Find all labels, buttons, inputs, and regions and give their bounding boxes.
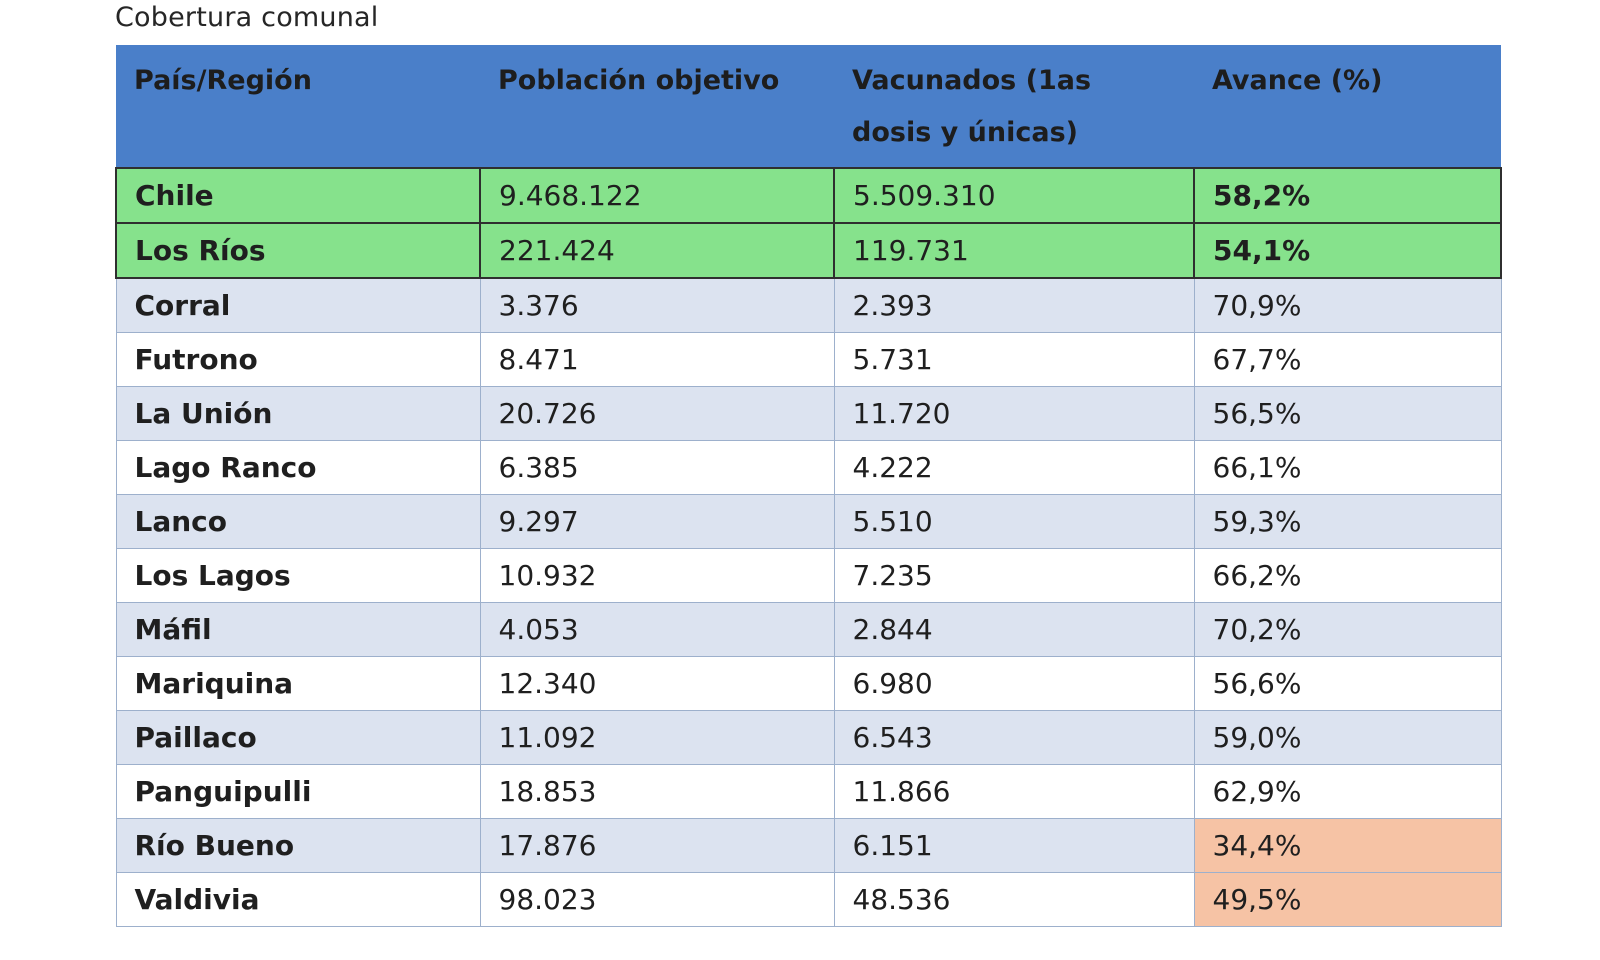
cell-progress: 66,2% xyxy=(1193,548,1502,603)
table-row: Valdivia 98.023 48.536 49,5% xyxy=(115,872,1502,927)
cell-vaccinated: 5.509.310 xyxy=(833,167,1195,224)
table-row: Lago Ranco 6.385 4.222 66,1% xyxy=(115,440,1502,495)
table-row: Panguipulli 18.853 11.866 62,9% xyxy=(115,764,1502,819)
cell-population: 18.853 xyxy=(479,764,835,819)
cell-vaccinated: 5.731 xyxy=(833,332,1195,387)
cell-progress: 62,9% xyxy=(1193,764,1502,819)
cell-progress: 70,9% xyxy=(1193,277,1502,333)
cell-vaccinated: 2.393 xyxy=(833,277,1195,333)
cell-vaccinated: 2.844 xyxy=(833,602,1195,657)
table-row-los-rios: Los Ríos 221.424 119.731 54,1% xyxy=(115,222,1502,279)
cell-vaccinated: 11.720 xyxy=(833,386,1195,441)
cell-population: 17.876 xyxy=(479,818,835,873)
coverage-table: País/Región Población objetivo Vacunados… xyxy=(115,45,1502,927)
cell-name: Valdivia xyxy=(115,872,481,927)
coverage-table-container: País/Región Población objetivo Vacunados… xyxy=(115,45,1502,927)
cell-progress: 56,6% xyxy=(1193,656,1502,711)
table-row: La Unión 20.726 11.720 56,5% xyxy=(115,386,1502,441)
cell-population: 11.092 xyxy=(479,710,835,765)
cell-progress: 66,1% xyxy=(1193,440,1502,495)
cell-name: Río Bueno xyxy=(115,818,481,873)
cell-vaccinated: 48.536 xyxy=(833,872,1195,927)
cell-name: Mariquina xyxy=(115,656,481,711)
cell-population: 12.340 xyxy=(479,656,835,711)
cell-population: 3.376 xyxy=(479,277,835,333)
cell-name: La Unión xyxy=(115,386,481,441)
cell-vaccinated: 6.151 xyxy=(833,818,1195,873)
header-progress: Avance (%) xyxy=(1194,45,1501,168)
cell-population: 6.385 xyxy=(479,440,835,495)
cell-population: 10.932 xyxy=(479,548,835,603)
cell-progress: 56,5% xyxy=(1193,386,1502,441)
cell-population: 9.468.122 xyxy=(479,167,835,224)
cell-name: Los Ríos xyxy=(115,222,481,279)
cell-progress: 54,1% xyxy=(1193,222,1502,279)
cell-name: Panguipulli xyxy=(115,764,481,819)
cell-name: Corral xyxy=(115,277,481,333)
cell-name: Paillaco xyxy=(115,710,481,765)
cell-vaccinated: 119.731 xyxy=(833,222,1195,279)
cell-population: 8.471 xyxy=(479,332,835,387)
header-country-region: País/Región xyxy=(116,45,480,168)
cell-vaccinated: 7.235 xyxy=(833,548,1195,603)
cell-vaccinated: 6.543 xyxy=(833,710,1195,765)
cell-progress: 59,0% xyxy=(1193,710,1502,765)
cell-name: Los Lagos xyxy=(115,548,481,603)
cell-vaccinated: 11.866 xyxy=(833,764,1195,819)
cell-progress: 59,3% xyxy=(1193,494,1502,549)
cell-vaccinated: 6.980 xyxy=(833,656,1195,711)
cell-name: Lago Ranco xyxy=(115,440,481,495)
cell-name: Futrono xyxy=(115,332,481,387)
table-row: Los Lagos 10.932 7.235 66,2% xyxy=(115,548,1502,603)
table-row: Lanco 9.297 5.510 59,3% xyxy=(115,494,1502,549)
table-row: Corral 3.376 2.393 70,9% xyxy=(115,277,1502,333)
cell-name: Lanco xyxy=(115,494,481,549)
cell-name: Máfil xyxy=(115,602,481,657)
table-row: Mariquina 12.340 6.980 56,6% xyxy=(115,656,1502,711)
header-target-population: Población objetivo xyxy=(480,45,834,168)
cell-vaccinated: 4.222 xyxy=(833,440,1195,495)
table-row: Futrono 8.471 5.731 67,7% xyxy=(115,332,1502,387)
table-header-row: País/Región Población objetivo Vacunados… xyxy=(116,45,1501,168)
cell-progress: 67,7% xyxy=(1193,332,1502,387)
cell-progress-alert: 34,4% xyxy=(1193,818,1502,873)
cell-population: 221.424 xyxy=(479,222,835,279)
cell-population: 20.726 xyxy=(479,386,835,441)
cell-population: 98.023 xyxy=(479,872,835,927)
cell-vaccinated: 5.510 xyxy=(833,494,1195,549)
cell-progress: 70,2% xyxy=(1193,602,1502,657)
cell-progress: 58,2% xyxy=(1193,167,1502,224)
cell-progress-alert: 49,5% xyxy=(1193,872,1502,927)
cell-population: 9.297 xyxy=(479,494,835,549)
table-row-chile: Chile 9.468.122 5.509.310 58,2% xyxy=(115,167,1502,224)
table-row: Máfil 4.053 2.844 70,2% xyxy=(115,602,1502,657)
table-row: Paillaco 11.092 6.543 59,0% xyxy=(115,710,1502,765)
header-vaccinated: Vacunados (1as dosis y únicas) xyxy=(834,45,1194,168)
cell-population: 4.053 xyxy=(479,602,835,657)
table-row: Río Bueno 17.876 6.151 34,4% xyxy=(115,818,1502,873)
table-caption: Cobertura comunal xyxy=(115,2,379,33)
cell-name: Chile xyxy=(115,167,481,224)
